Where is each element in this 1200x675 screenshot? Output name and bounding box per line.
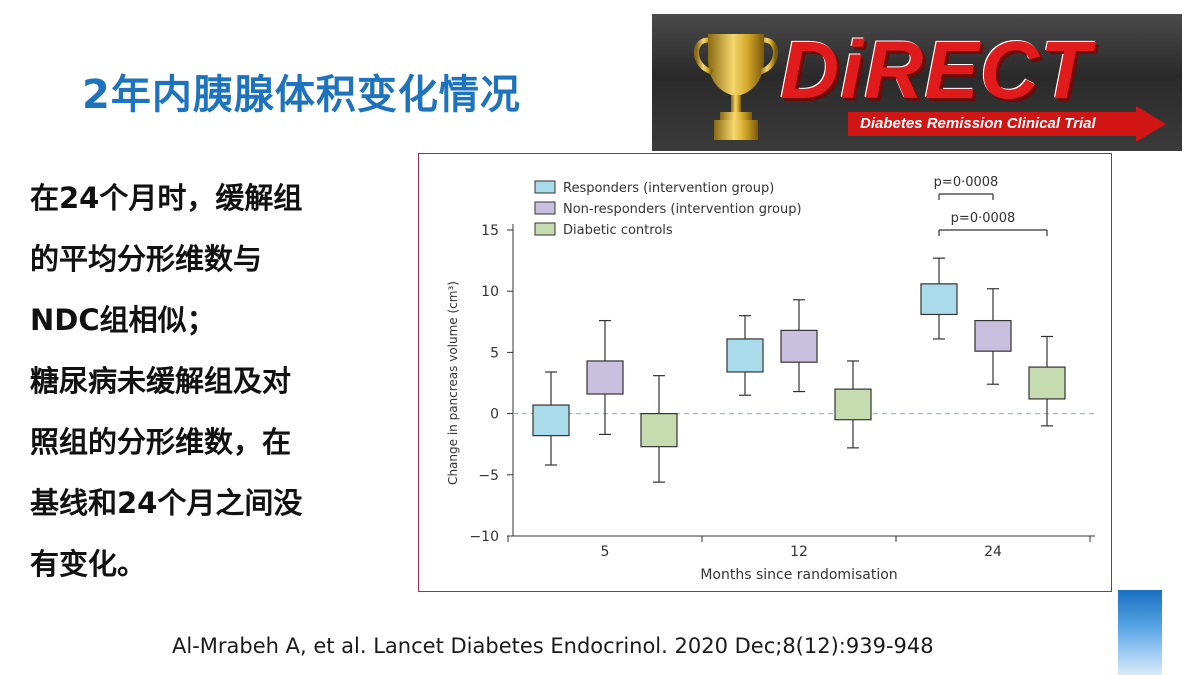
box-0-5 — [532, 404, 570, 437]
direct-logo: DiRECT Diabetes Remission Clinical Trial — [652, 14, 1182, 151]
y-tick-label: −5 — [478, 468, 499, 484]
logo-subtitle: Diabetes Remission Clinical Trial — [860, 115, 1096, 132]
p-value-label: p=0·0008 — [934, 175, 999, 190]
body-line: 基线和24个月之间没 — [30, 486, 303, 520]
legend-label: Diabetic controls — [563, 223, 673, 238]
pancreas-volume-chart: −10 −5 0 5 10 15 5 12 24 Months since randomisati… — [446, 175, 1095, 583]
box-2-24 — [1028, 366, 1066, 400]
x-tick-label: 24 — [984, 544, 1002, 560]
y-tick-label: 15 — [481, 223, 499, 239]
x-tick-label: 12 — [790, 544, 808, 560]
box-1-12 — [780, 329, 818, 363]
p-value-label: p=0·0008 — [951, 211, 1016, 226]
body-line: 的平均分形维数与 — [30, 242, 263, 276]
trophy-icon — [694, 34, 778, 140]
logo-wordmark: DiRECT — [780, 25, 1092, 116]
logo-banner-arrow — [1136, 106, 1166, 142]
corner-decoration — [1118, 590, 1162, 675]
legend-label: Responders (intervention group) — [563, 181, 774, 196]
y-tick-label: −10 — [469, 529, 499, 545]
logo-banner — [848, 112, 1136, 136]
box-0-12 — [726, 338, 764, 373]
box-2-12 — [834, 388, 872, 421]
box-2-5 — [640, 413, 678, 448]
body-text: 在24个月时，缓解组 的平均分形维数与 NDC组相似； 糖尿病未缓解组及对 照组… — [30, 168, 370, 595]
legend-swatch — [534, 201, 556, 215]
body-line: 在24个月时，缓解组 — [30, 181, 303, 215]
body-line: NDC组相似； — [30, 303, 216, 337]
y-tick-label: 0 — [490, 407, 499, 423]
slide-title: 2年内胰腺体积变化情况 — [82, 72, 521, 118]
box-0-24 — [920, 283, 958, 316]
citation: Al-Mrabeh A, et al. Lancet Diabetes Endo… — [172, 634, 934, 658]
legend-swatch — [534, 222, 556, 236]
legend-swatch — [534, 180, 556, 194]
x-axis-label: Months since randomisation — [700, 567, 897, 583]
chart-frame: −10 −5 0 5 10 15 5 12 24 Months since randomisati… — [418, 153, 1112, 592]
legend-label: Non-responders (intervention group) — [563, 202, 802, 217]
body-line: 照组的分形维数，在 — [30, 425, 292, 459]
y-tick-label: 10 — [481, 284, 499, 300]
y-tick-label: 5 — [490, 345, 499, 361]
box-1-24 — [974, 319, 1012, 352]
box-1-5 — [586, 360, 624, 395]
body-line: 有变化。 — [30, 547, 147, 581]
y-axis-label: Change in pancreas volume (cm³) — [446, 281, 460, 485]
body-line: 糖尿病未缓解组及对 — [30, 364, 292, 398]
x-tick-label: 5 — [601, 544, 610, 560]
